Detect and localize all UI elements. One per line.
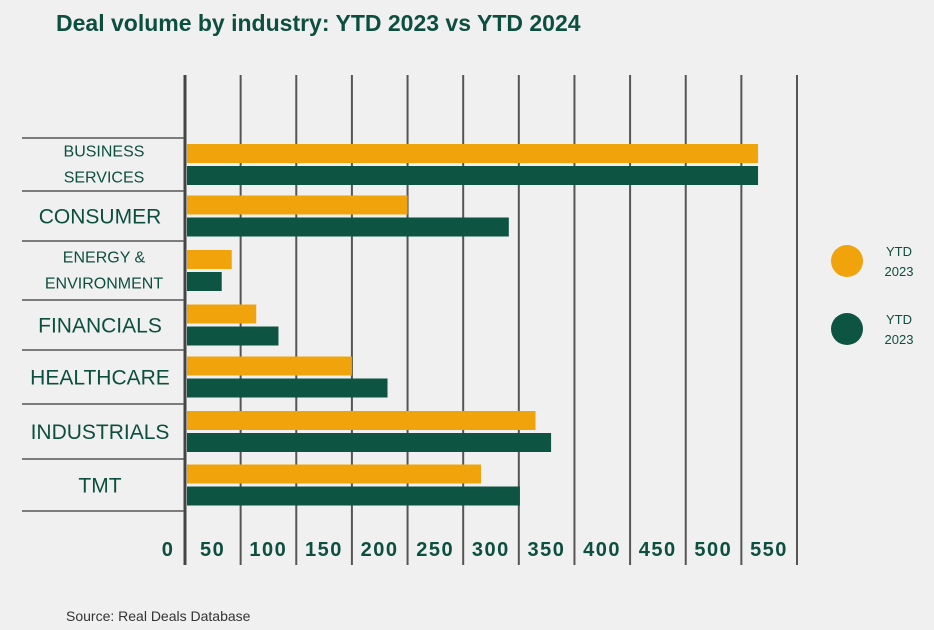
x-tick-label: 450	[639, 539, 677, 561]
x-tick-label: 400	[583, 539, 621, 561]
x-tick-label: 250	[416, 539, 454, 561]
bar-series2	[187, 486, 520, 506]
legend-swatch	[831, 313, 863, 345]
bar-series2	[187, 433, 552, 452]
bar-series1	[187, 411, 536, 430]
category-label: ENERGY & ENVIRONMENT	[45, 250, 163, 293]
x-tick-label: 200	[361, 539, 399, 561]
category-label: FINANCIALS	[38, 315, 162, 338]
legend-swatch	[831, 245, 863, 277]
category-labels: BUSINESS SERVICES CONSUMER ENERGY & ENVIRONM…	[30, 144, 170, 498]
x-axis-tick-labels: 0 50 100 150 200 250 300 350 400 450 500 550	[162, 539, 788, 561]
bar-series1	[187, 356, 352, 376]
bars	[187, 144, 759, 506]
x-tick-label: 150	[305, 539, 343, 561]
bar-series1	[187, 195, 408, 215]
x-tick-label: 500	[694, 539, 732, 561]
category-label: HEALTHCARE	[30, 367, 170, 390]
bar-series2	[187, 378, 388, 398]
bar-series1	[187, 304, 257, 324]
x-tick-label: 350	[528, 539, 566, 561]
bar-series1	[187, 464, 481, 484]
category-label: CONSUMER	[39, 206, 162, 229]
category-separators	[22, 137, 184, 512]
x-tick-label: 0	[162, 539, 175, 561]
bar-series2	[187, 217, 509, 237]
category-label: TMT	[78, 475, 121, 498]
source-note: Source: Real Deals Database	[66, 608, 251, 624]
legend: YTD 2023 YTD 2023	[831, 244, 913, 347]
bar-series1	[187, 144, 759, 163]
legend-label: YTD 2023	[885, 244, 914, 279]
x-tick-label: 550	[750, 539, 788, 561]
bar-series2	[187, 166, 759, 185]
chart-title: Deal volume by industry: YTD 2023 vs YTD…	[56, 10, 581, 36]
category-label: INDUSTRIALS	[31, 421, 170, 444]
category-label: BUSINESS SERVICES	[64, 144, 145, 187]
x-tick-label: 100	[249, 539, 287, 561]
x-tick-label: 50	[200, 539, 225, 561]
x-tick-label: 300	[472, 539, 510, 561]
bar-series1	[187, 250, 232, 269]
legend-label: YTD 2023	[885, 312, 914, 347]
bar-series2	[187, 272, 222, 291]
bar-series2	[187, 326, 279, 346]
bar-chart: BUSINESS SERVICES CONSUMER ENERGY & ENVIRONM…	[22, 75, 913, 565]
